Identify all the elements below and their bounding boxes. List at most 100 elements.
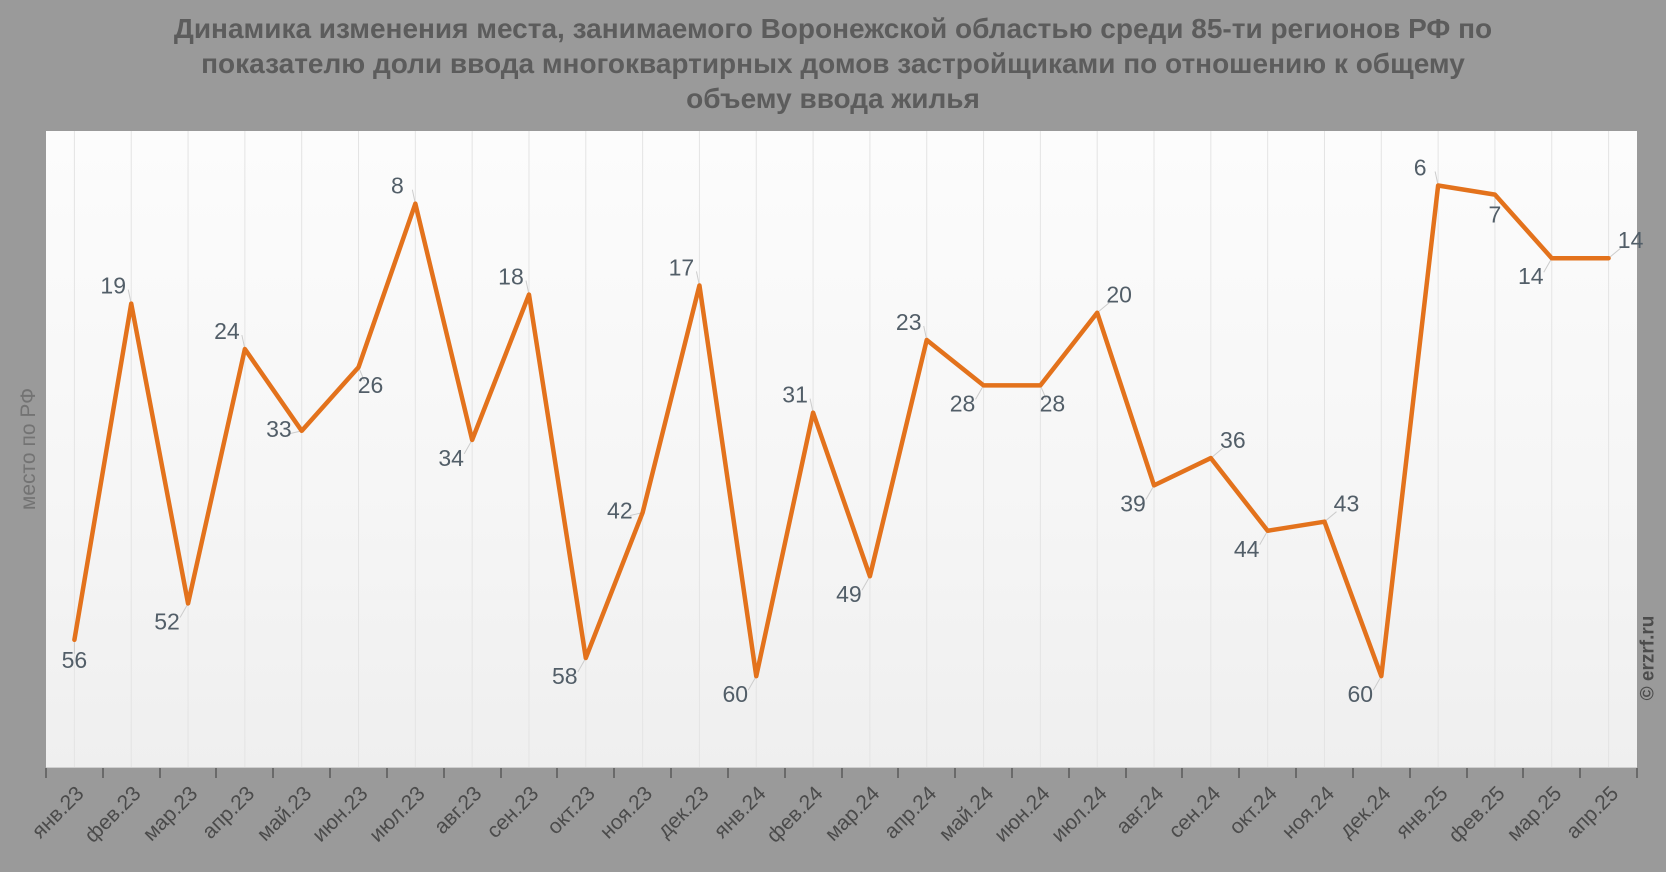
x-axis-label: янв.24 xyxy=(709,782,771,844)
label-connector xyxy=(1039,385,1047,400)
label-connector xyxy=(1372,675,1382,691)
data-label: 43 xyxy=(1334,491,1360,517)
data-label: 6 xyxy=(1414,155,1427,181)
chart-title-line-3: объему ввода жилья xyxy=(686,83,980,114)
data-label: 23 xyxy=(896,309,922,335)
chart-svg: 56 19 52 24 33 26 8 34 18 58 42 17 60 31 49 23 28 28 20 39 3… xyxy=(62,131,1644,767)
axis-tick xyxy=(272,768,275,778)
axis-tick xyxy=(1010,768,1013,778)
axis-tick xyxy=(1408,768,1411,778)
axis-tick xyxy=(670,768,673,778)
x-axis-label: мар.25 xyxy=(1502,782,1567,846)
axis-tick xyxy=(954,768,957,778)
axis-tick xyxy=(1351,768,1354,778)
data-label: 28 xyxy=(950,390,976,416)
data-label: 39 xyxy=(1120,490,1146,516)
data-label: 14 xyxy=(1518,263,1544,289)
x-axis-label: май.23 xyxy=(252,782,316,846)
x-axis-label: мар.24 xyxy=(820,782,885,846)
axis-tick xyxy=(1636,768,1638,778)
label-connector xyxy=(1608,247,1621,259)
label-connector xyxy=(923,325,928,341)
y-axis-title: место по РФ xyxy=(17,387,41,511)
data-label: 20 xyxy=(1106,282,1132,308)
axis-tick xyxy=(613,768,616,778)
axis-tick xyxy=(1465,768,1468,778)
x-axis-label: окт.23 xyxy=(543,782,601,839)
data-label: 52 xyxy=(154,608,180,634)
x-axis-label: авг.24 xyxy=(1111,782,1169,839)
data-label: 31 xyxy=(782,382,808,408)
x-axis-label: янв.23 xyxy=(27,782,89,844)
chart-title: Динамика изменения места, занимаемого Во… xyxy=(0,11,1666,116)
data-label: 8 xyxy=(391,173,404,199)
x-axis-label: дек.23 xyxy=(653,782,714,843)
x-axis-label: май.24 xyxy=(934,782,998,846)
x-axis-label: июл.24 xyxy=(1046,782,1112,847)
label-connector xyxy=(127,289,132,304)
axis-tick xyxy=(1522,768,1525,778)
x-axis-label: апр.24 xyxy=(879,782,941,844)
label-connector xyxy=(975,385,984,400)
axis-tick xyxy=(1067,768,1070,778)
label-connector xyxy=(463,439,473,455)
series-line xyxy=(72,183,1611,679)
x-axis-label: апр.25 xyxy=(1561,782,1623,844)
axis-tick xyxy=(1181,768,1184,778)
axis-tick xyxy=(726,768,729,778)
data-label: 24 xyxy=(214,318,240,344)
label-connector xyxy=(1145,485,1155,500)
x-axis-label: фев.25 xyxy=(1443,782,1510,848)
label-connector xyxy=(1259,530,1269,546)
label-connector xyxy=(358,367,365,382)
data-label: 14 xyxy=(1618,227,1644,253)
x-axis-label: июн.23 xyxy=(308,782,373,847)
data-label: 42 xyxy=(607,498,633,524)
label-connector xyxy=(809,398,814,413)
axis-tick xyxy=(101,768,104,778)
x-axis-label: авг.23 xyxy=(429,782,487,839)
data-label: 44 xyxy=(1234,536,1260,562)
data-label: 28 xyxy=(1040,390,1066,416)
axis-tick xyxy=(556,768,559,778)
axis-tick xyxy=(158,768,161,778)
chart-title-line-2: показателю доли ввода многоквартирных до… xyxy=(201,48,1465,79)
x-axis-label: мар.23 xyxy=(138,782,203,846)
axis-tick xyxy=(897,768,900,778)
x-axis-label: фев.23 xyxy=(80,782,146,848)
data-label: 36 xyxy=(1220,427,1246,453)
label-connector xyxy=(1543,257,1553,273)
data-label: 56 xyxy=(62,647,88,673)
axis-tick xyxy=(45,768,47,778)
data-label: 18 xyxy=(498,264,524,290)
label-connector xyxy=(861,575,871,591)
x-axis-label: июл.23 xyxy=(364,782,430,847)
x-axis-label: апр.23 xyxy=(197,782,260,844)
data-label: 58 xyxy=(552,663,578,689)
x-axis-label: фев.24 xyxy=(762,782,828,848)
x-axis-label: ноя.23 xyxy=(595,782,657,844)
x-axis-label: ноя.24 xyxy=(1277,782,1339,844)
axis-tick xyxy=(1295,768,1298,778)
data-label: 60 xyxy=(722,681,748,707)
axis-tick xyxy=(385,768,388,778)
label-connector xyxy=(747,675,757,691)
label-connector xyxy=(411,189,416,204)
x-axis-label: окт.24 xyxy=(1224,782,1282,839)
label-connector xyxy=(577,657,587,673)
axis-tick xyxy=(1124,768,1127,778)
axis-tick xyxy=(1579,768,1582,778)
axis-tick xyxy=(499,768,502,778)
axis-tick xyxy=(215,768,218,778)
x-axis-label: сен.24 xyxy=(1164,782,1226,843)
label-connector xyxy=(241,334,246,350)
axis-tick xyxy=(840,768,843,778)
label-connector xyxy=(695,271,700,286)
axis-tick xyxy=(329,768,332,778)
watermark-box: © erzrf.ru xyxy=(1633,600,1663,715)
x-axis-label: дек.24 xyxy=(1335,782,1396,843)
chart-title-line-1: Динамика изменения места, занимаемого Во… xyxy=(173,13,1493,44)
label-connector xyxy=(179,603,189,618)
label-connector xyxy=(1096,302,1110,314)
axis-tick xyxy=(442,768,445,778)
